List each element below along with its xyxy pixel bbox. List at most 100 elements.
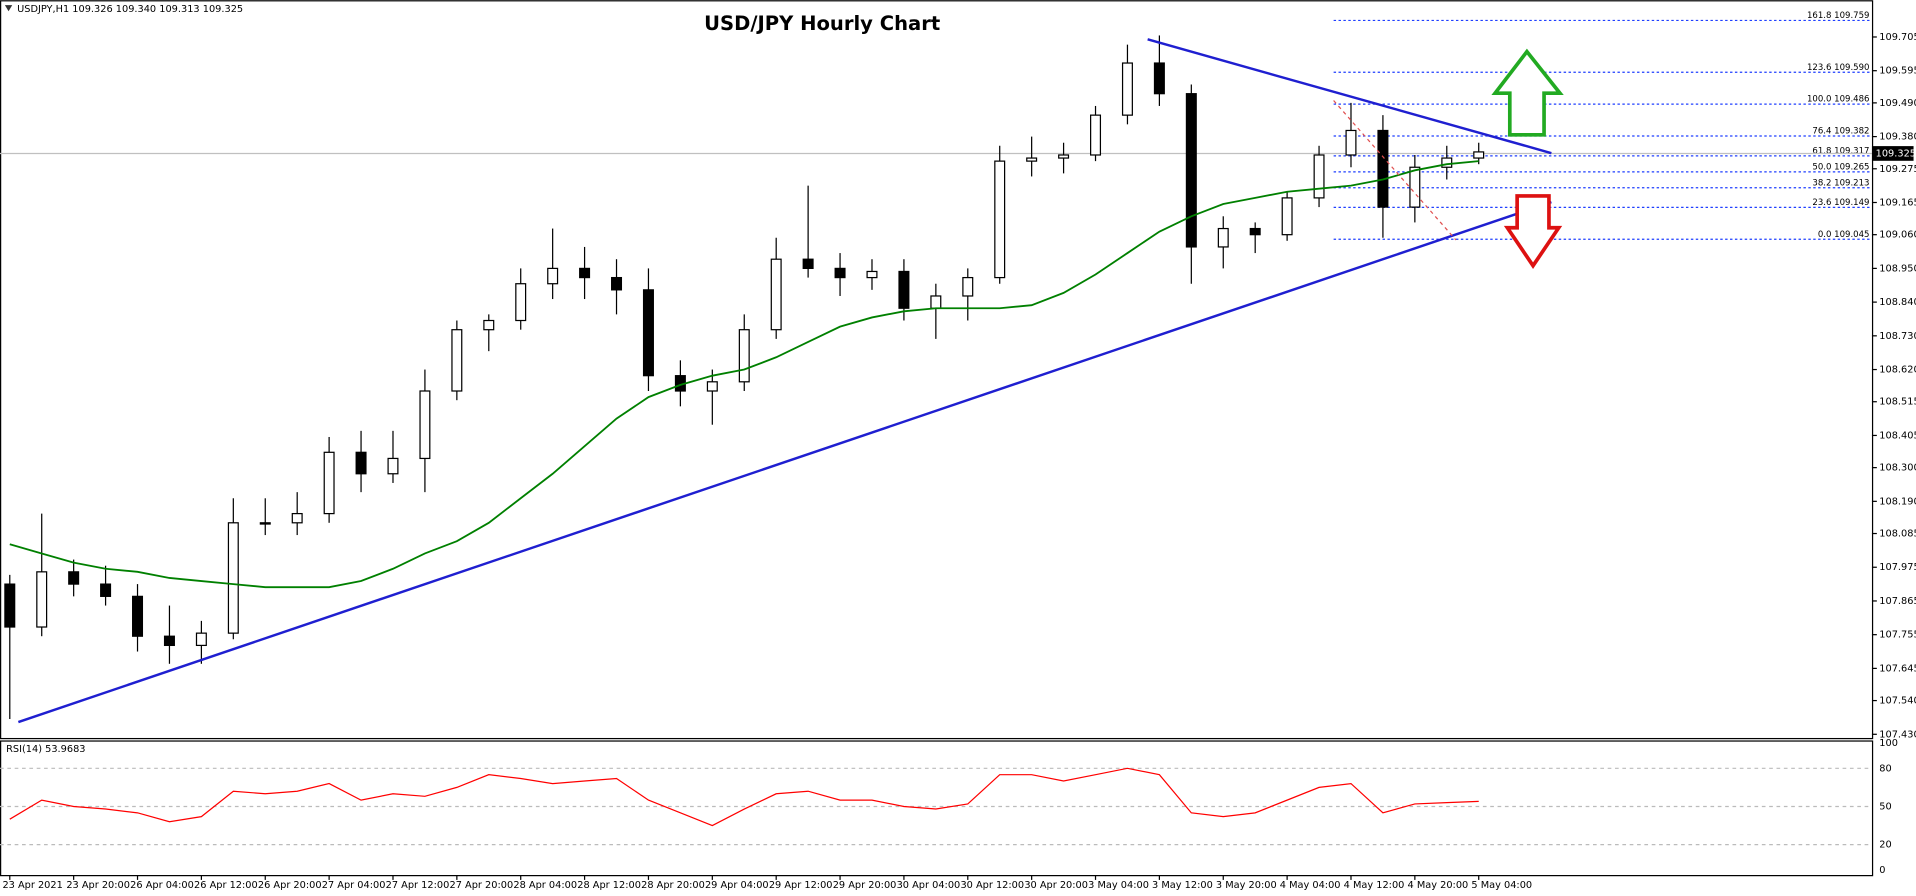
x-tick-label: 3 May 20:00 [1216, 880, 1277, 891]
x-tick-label: 30 Apr 04:00 [897, 880, 961, 891]
candle-body [291, 512, 303, 524]
candle-body [132, 595, 144, 637]
y-tick-label: 20 [1879, 840, 1891, 851]
candle-body [802, 258, 814, 270]
candle-body [1058, 154, 1070, 159]
moving-average [9, 160, 1479, 589]
candle-body [483, 319, 495, 331]
y-tick-label: 107.645 [1879, 663, 1916, 674]
candle-body [355, 451, 367, 475]
x-tick-label: 5 May 04:00 [1471, 880, 1532, 891]
x-tick-label: 28 Apr 12:00 [577, 880, 641, 891]
y-tick-label: 107.540 [1879, 696, 1916, 707]
fib-label: 38.2 109.213 [1812, 178, 1869, 188]
y-tick-label: 109.490 [1879, 98, 1916, 109]
x-tick-label: 27 Apr 04:00 [322, 880, 386, 891]
candle-body [738, 329, 750, 383]
arrow-down [1503, 194, 1563, 269]
x-tick-label: 26 Apr 04:00 [130, 880, 194, 891]
x-tick-label: 28 Apr 20:00 [641, 880, 705, 891]
candle-body [706, 381, 718, 392]
candle-body [1409, 166, 1421, 208]
y-tick-label: 108.515 [1879, 397, 1916, 408]
candle-body [962, 276, 974, 297]
fib-label: 0.0 109.045 [1818, 230, 1870, 240]
candle-body [866, 270, 878, 279]
y-tick-label: 108.405 [1879, 430, 1916, 441]
chart-title: USD/JPY Hourly Chart [704, 12, 940, 35]
y-tick-label: 109.060 [1879, 230, 1916, 241]
x-tick-label: 27 Apr 12:00 [386, 880, 450, 891]
y-tick-label: 107.975 [1879, 562, 1916, 573]
y-tick-label: 80 [1879, 763, 1891, 774]
candle-body [1377, 129, 1389, 208]
candle-body [100, 583, 112, 597]
candle-body [642, 289, 654, 377]
candle-body [1345, 129, 1357, 156]
y-tick-label: 108.085 [1879, 529, 1916, 540]
x-tick-label: 30 Apr 20:00 [1024, 880, 1088, 891]
fib-label: 100.0 109.486 [1807, 95, 1870, 105]
candle-body [898, 270, 910, 309]
fib-anchor-line [1333, 100, 1457, 241]
y-tick-label: 108.730 [1879, 331, 1916, 342]
resistance-line [1147, 38, 1552, 155]
fib-label: 123.6 109.590 [1807, 63, 1870, 73]
candle-body [195, 632, 207, 647]
y-tick-label: 108.950 [1879, 263, 1916, 274]
candle-body [1090, 114, 1102, 156]
y-tick-label: 108.620 [1879, 365, 1916, 376]
x-tick-label: 27 Apr 20:00 [450, 880, 514, 891]
candle-body [227, 522, 239, 634]
x-tick-label: 26 Apr 12:00 [194, 880, 258, 891]
x-tick-label: 29 Apr 20:00 [833, 880, 897, 891]
candle-body [994, 160, 1006, 279]
y-tick-label: 108.190 [1879, 496, 1916, 507]
y-tick-label: 0 [1879, 865, 1885, 876]
candle-body [579, 267, 591, 279]
candle-body [1313, 154, 1325, 199]
y-tick-label: 107.430 [1879, 729, 1916, 740]
fib-label: 76.4 109.382 [1812, 127, 1869, 137]
fib-label: 61.8 109.317 [1812, 147, 1869, 157]
candle-body [515, 283, 527, 322]
candle-body [259, 522, 271, 525]
marks: 109.705 109.595 109.490 109.380 109.275 109.1… [0, 11, 1916, 891]
candle-body [834, 267, 846, 279]
support-line [17, 200, 1552, 724]
y-tick-label: 109.165 [1879, 197, 1916, 208]
fib-label: 23.6 109.149 [1812, 198, 1869, 208]
fib-label: 50.0 109.265 [1812, 162, 1869, 172]
candle-body [387, 457, 399, 475]
candle-body [4, 583, 16, 628]
candle-body [1473, 151, 1485, 159]
y-tick-label: 109.275 [1879, 164, 1916, 175]
x-tick-label: 29 Apr 04:00 [705, 880, 769, 891]
candle-body [1185, 93, 1197, 248]
x-tick-label: 29 Apr 12:00 [769, 880, 833, 891]
x-tick-label: 3 May 12:00 [1152, 880, 1213, 891]
candle-body [1441, 157, 1453, 168]
y-tick-label: 107.865 [1879, 596, 1916, 607]
candle-body [1249, 227, 1261, 236]
y-tick-label: 109.380 [1879, 132, 1916, 143]
candle-body [419, 390, 431, 460]
x-tick-label: 23 Apr 2021 [2, 880, 62, 891]
y-tick-label: 50 [1879, 801, 1891, 812]
candle-body [1121, 62, 1133, 116]
candle-body [68, 571, 80, 585]
x-tick-label: 4 May 12:00 [1344, 880, 1405, 891]
candle-body [163, 635, 175, 647]
x-tick-label: 26 Apr 20:00 [258, 880, 322, 891]
candle-body [36, 571, 48, 628]
x-tick-label: 4 May 04:00 [1280, 880, 1341, 891]
fib-label: 161.8 109.759 [1807, 11, 1870, 21]
rsi-label: RSI(14) 53.9683 [6, 744, 85, 755]
candle-body [323, 451, 335, 515]
rsi-line [9, 767, 1479, 827]
y-tick-label: 109.705 [1879, 32, 1916, 43]
candle-body [1217, 227, 1229, 248]
header: USDJPY,H1 109.326 109.340 109.313 109.32… [17, 4, 243, 15]
